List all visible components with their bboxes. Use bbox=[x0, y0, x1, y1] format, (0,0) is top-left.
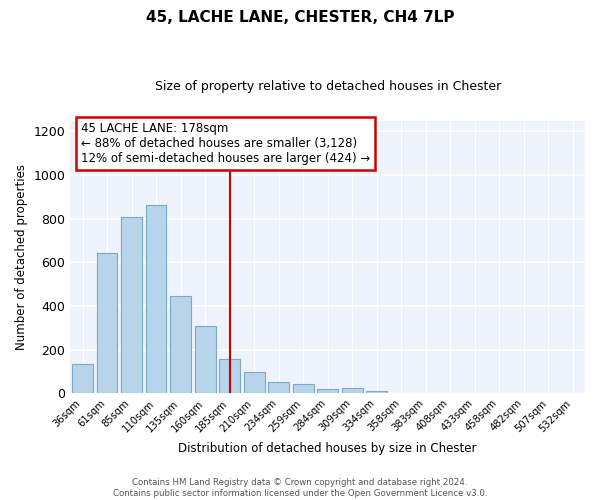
Bar bbox=[146, 205, 166, 393]
Text: 45, LACHE LANE, CHESTER, CH4 7LP: 45, LACHE LANE, CHESTER, CH4 7LP bbox=[146, 10, 454, 25]
Text: 45 LACHE LANE: 178sqm
← 88% of detached houses are smaller (3,128)
12% of semi-d: 45 LACHE LANE: 178sqm ← 88% of detached … bbox=[80, 122, 370, 165]
Bar bbox=[342, 388, 362, 393]
Bar bbox=[170, 296, 191, 393]
Bar bbox=[293, 384, 314, 393]
Bar bbox=[194, 326, 215, 393]
Bar bbox=[219, 359, 240, 393]
Bar bbox=[489, 392, 509, 393]
Bar bbox=[391, 392, 412, 393]
Bar bbox=[268, 382, 289, 393]
Bar bbox=[317, 390, 338, 393]
Bar bbox=[244, 372, 265, 393]
Bar bbox=[366, 392, 387, 393]
Bar bbox=[97, 252, 118, 393]
Text: Contains HM Land Registry data © Crown copyright and database right 2024.
Contai: Contains HM Land Registry data © Crown c… bbox=[113, 478, 487, 498]
Y-axis label: Number of detached properties: Number of detached properties bbox=[15, 164, 28, 350]
Bar bbox=[121, 217, 142, 393]
Title: Size of property relative to detached houses in Chester: Size of property relative to detached ho… bbox=[155, 80, 501, 93]
X-axis label: Distribution of detached houses by size in Chester: Distribution of detached houses by size … bbox=[178, 442, 477, 455]
Bar bbox=[72, 364, 93, 393]
